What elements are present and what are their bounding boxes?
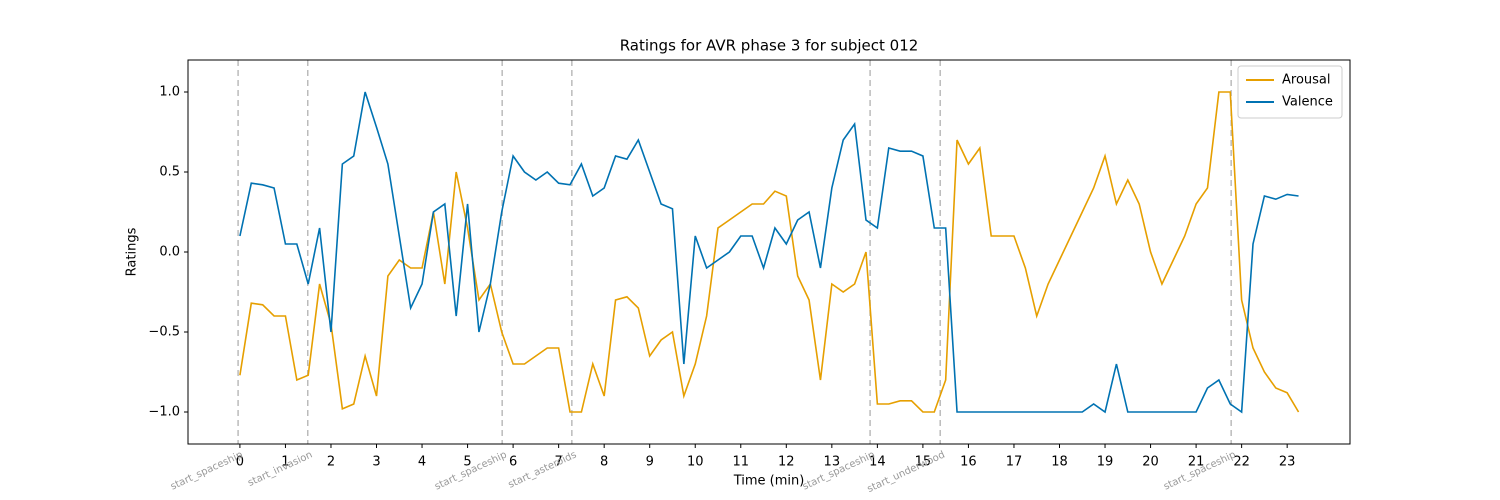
x-tick-label: 1: [281, 455, 289, 470]
x-tick-label: 13: [824, 455, 841, 470]
event-label: start_invasion: [246, 449, 314, 489]
x-tick-label: 17: [1006, 455, 1023, 470]
x-tick-label: 2: [327, 455, 335, 470]
plot-frame: [187, 59, 1351, 445]
legend: Arousal Valence: [1237, 65, 1343, 119]
x-tick-label: 10: [687, 455, 704, 470]
x-tick-label: 11: [732, 455, 749, 470]
x-tick-label: 6: [509, 455, 517, 470]
y-tick-label: 0.5: [159, 165, 180, 180]
series-line: [239, 91, 1299, 414]
x-tick-label: 16: [960, 455, 977, 470]
legend-label: Arousal: [1282, 73, 1331, 88]
y-axis-label: Ratings: [125, 227, 140, 276]
x-tick-label: 4: [418, 455, 426, 470]
series-line: [239, 91, 1300, 413]
x-tick-label: 18: [1051, 455, 1068, 470]
y-tick-label: −0.5: [148, 325, 180, 340]
x-tick-label: 9: [646, 455, 654, 470]
x-tick-label: 5: [463, 455, 471, 470]
x-tick-label: 12: [778, 455, 795, 470]
x-axis-label: Time (min): [733, 474, 805, 489]
event-label: start_asteroids: [507, 449, 579, 490]
legend-label: Valence: [1282, 95, 1333, 110]
x-tick-label: 19: [1097, 455, 1114, 470]
x-tick-label: 20: [1142, 455, 1159, 470]
event-label: start_spaceship: [169, 449, 245, 492]
x-tick-label: 8: [600, 455, 608, 470]
x-tick-label: 23: [1279, 455, 1296, 470]
x-tick-label: 14: [869, 455, 886, 470]
x-tick-label: 0: [236, 455, 244, 470]
y-tick-label: 1.0: [159, 85, 180, 100]
x-tick-label: 21: [1188, 455, 1205, 470]
y-tick-label: 0.0: [159, 245, 180, 260]
y-tick-label: −1.0: [148, 405, 180, 420]
x-tick-label: 7: [554, 455, 562, 470]
chart-title: Ratings for AVR phase 3 for subject 012: [620, 37, 919, 55]
x-tick-label: 22: [1233, 455, 1250, 470]
x-tick-label: 15: [915, 455, 932, 470]
x-tick-label: 3: [372, 455, 380, 470]
